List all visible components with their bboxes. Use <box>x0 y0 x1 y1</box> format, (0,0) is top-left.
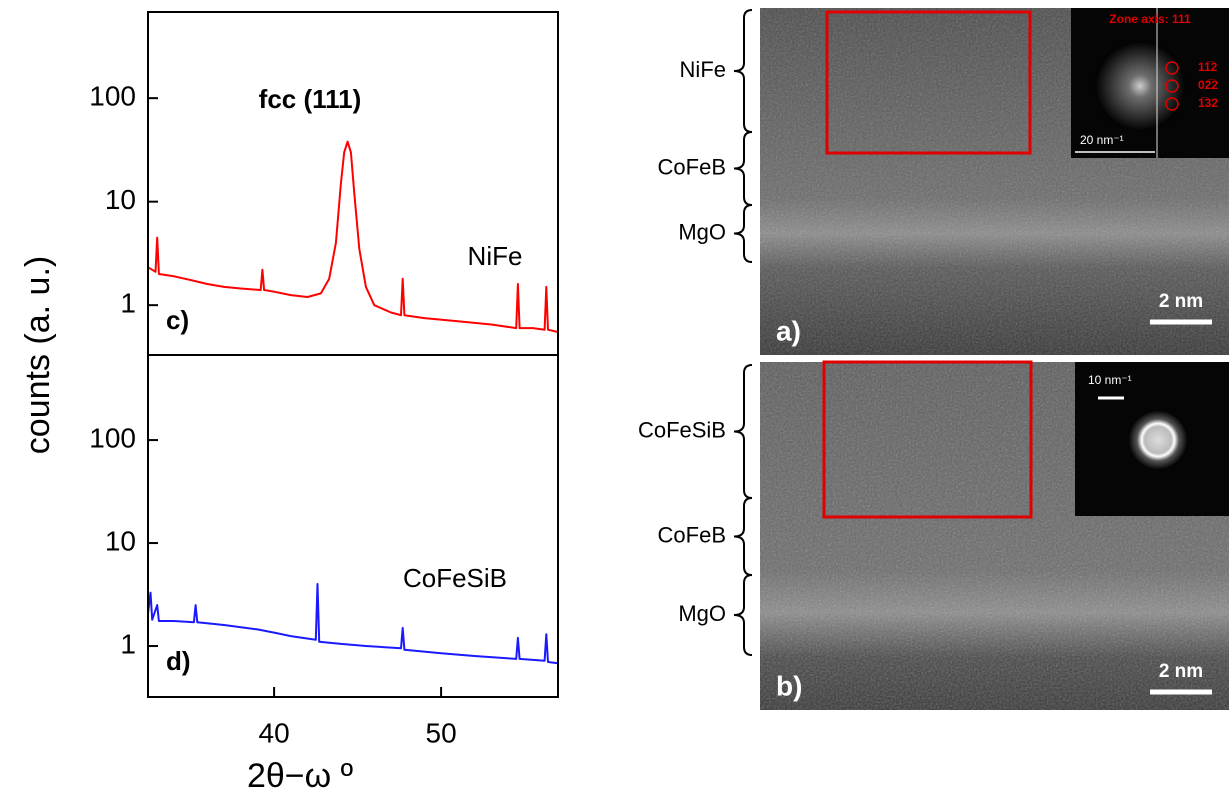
panel-label: b) <box>776 670 802 701</box>
layer-label: MgO <box>678 219 726 244</box>
plot-frame <box>147 354 559 698</box>
layer-label: CoFeSiB <box>638 417 726 442</box>
spot-label: 1̅32 <box>1198 96 1218 110</box>
y-tick-label: 1 <box>120 628 136 659</box>
scale-bar-label: 2 nm <box>1159 661 1203 682</box>
panel-label: c) <box>166 305 189 335</box>
inset-scale: 10 nm⁻¹ <box>1088 373 1132 387</box>
annotation: CoFeSiB <box>403 563 507 593</box>
x-tick-label: 40 <box>259 717 290 748</box>
annotation: NiFe <box>468 241 523 271</box>
layer-label: MgO <box>678 601 726 626</box>
y-tick-label: 10 <box>105 525 136 556</box>
y-tick-label: 10 <box>105 184 136 215</box>
layer-brace <box>733 574 753 656</box>
layer-label: NiFe <box>680 57 726 82</box>
panel-label: d) <box>166 646 191 676</box>
layer-label: CoFeB <box>658 522 726 547</box>
y-tick-label: 1 <box>120 288 136 319</box>
annotation: fcc (111) <box>259 84 362 114</box>
scale-bar-label: 2 nm <box>1159 291 1203 312</box>
layer-brace <box>733 131 753 206</box>
zone-axis: Zone axis: 111 <box>1109 12 1191 26</box>
panel-label: a) <box>776 315 801 346</box>
layer-brace <box>733 364 753 499</box>
inset-scale: 20 nm⁻¹ <box>1080 133 1124 147</box>
data-line <box>148 583 558 665</box>
layer-brace <box>733 204 753 263</box>
data-line <box>148 140 558 333</box>
tem-image-a <box>760 8 1229 355</box>
y-tick-label: 100 <box>89 422 136 453</box>
tem-image-b <box>760 360 1229 710</box>
y-tick-label: 100 <box>89 81 136 112</box>
layer-brace <box>733 497 753 576</box>
y-axis-label: counts (a. u.) <box>19 256 57 454</box>
layer-brace <box>733 9 753 133</box>
spot-label: 02̅2 <box>1198 78 1218 92</box>
spot-label: 11̅2 <box>1198 60 1218 74</box>
x-tick-label: 50 <box>426 717 457 748</box>
layer-label: CoFeB <box>658 154 726 179</box>
x-axis-label: 2θ−ω º <box>247 757 353 795</box>
